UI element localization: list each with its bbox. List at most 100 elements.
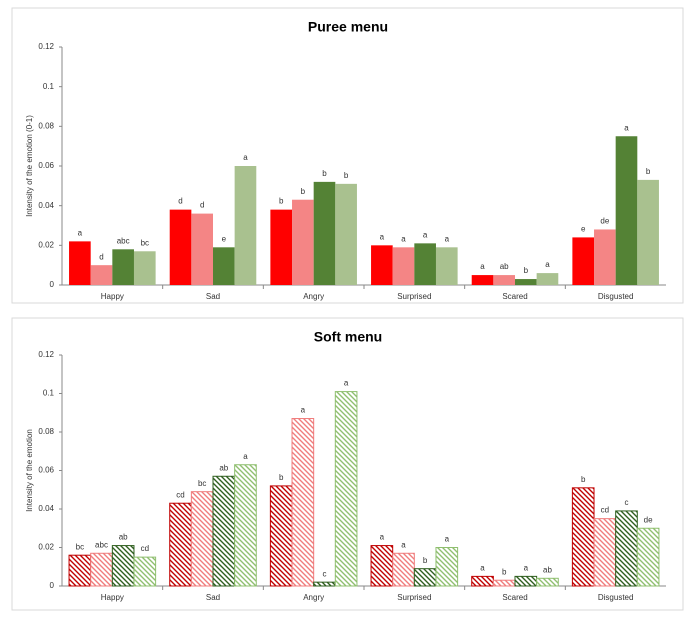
bar-letter: c [624,498,628,507]
bar-letter: a [423,230,428,239]
bar-letter: a [524,563,529,572]
y-tick-label: 0.06 [38,466,54,475]
bar-letter: b [423,556,428,565]
x-tick-label: Happy [101,593,124,602]
bar [212,475,236,587]
bar-letter: ab [543,565,552,574]
y-tick-label: 0.02 [38,543,54,552]
bar [371,245,393,285]
bar-letter: d [178,197,182,206]
bar [492,579,516,587]
bar-letter: a [445,535,450,544]
bar-letter: bc [198,479,206,488]
bar [133,251,156,285]
bar [615,510,638,587]
bar [291,418,315,587]
x-tick-label: Surprised [397,593,431,602]
y-tick-label: 0.06 [38,161,54,170]
bar [435,247,458,285]
bar [572,237,595,285]
chart-title: Puree menu [308,19,388,35]
bar [169,502,192,587]
y-tick-label: 0.08 [38,427,54,436]
bar [637,179,659,285]
x-tick-label: Disgusted [598,292,634,301]
bar [334,391,358,587]
bar [571,487,595,587]
bar-letter: b [322,169,327,178]
bar [111,545,135,587]
y-tick-label: 0.04 [38,201,54,210]
bar [169,209,192,285]
x-tick-label: Angry [303,292,324,301]
y-tick-label: 0.12 [38,350,54,359]
bar-letter: a [243,153,248,162]
y-tick-label: 0.1 [43,82,55,91]
bar-letter: abc [95,540,108,549]
bar-letter: ab [219,463,228,472]
bar [493,275,515,285]
bar-letter: a [78,228,83,237]
bar-letter: ab [500,262,509,271]
bar [435,547,459,587]
bar-letter: b [502,567,507,576]
bar [313,581,336,587]
bar [313,181,336,285]
bar [133,556,157,587]
bar [90,552,113,587]
y-tick-label: 0.1 [43,389,55,398]
bar-letter: a [624,123,629,132]
bar [213,247,235,285]
bar [68,554,92,587]
y-tick-label: 0.08 [38,121,54,130]
bar-letter: c [322,569,326,578]
bar-letter: a [480,262,485,271]
bar [536,273,559,285]
y-axis-label: Intensity of the emotion [25,429,34,512]
bar-letter: a [380,533,385,542]
bar-letter: b [581,475,586,484]
x-tick-label: Scared [502,292,527,301]
bar-letter: ab [119,533,128,542]
bar [370,545,394,587]
y-tick-label: 0.12 [38,42,54,51]
bar [414,243,436,285]
bar [69,241,91,285]
bar [191,213,213,285]
bar-letter: a [480,563,485,572]
bar-letter: de [600,217,609,226]
bar [615,136,638,285]
bar-letter: bc [76,542,84,551]
bar-letter: cd [601,506,609,515]
bar-letter: de [644,515,653,524]
x-tick-label: Scared [502,593,527,602]
bar [112,249,134,285]
bar [636,527,660,587]
bar-letter: b [279,197,284,206]
chart-title: Soft menu [314,329,382,345]
y-tick-label: 0.02 [38,240,54,249]
bar [90,265,113,285]
y-tick-label: 0 [50,581,55,590]
bar [392,247,415,285]
bar [392,552,415,587]
bar [514,575,538,587]
y-tick-label: 0.04 [38,504,54,513]
x-tick-label: Surprised [397,292,431,301]
bar [594,229,616,285]
bar-letter: a [243,452,248,461]
bar [234,464,257,587]
bar-letter: abc [117,236,130,245]
bar-letter: a [344,379,349,388]
bar-letter: a [380,232,385,241]
bar-letter: e [581,225,586,234]
bar-letter: a [545,260,550,269]
y-axis-label: Intensity of the emotion (0-1) [25,115,34,217]
bar [234,166,257,285]
y-tick-label: 0 [50,280,55,289]
bar [335,183,357,285]
bar-letter: b [524,266,529,275]
bar [292,199,314,285]
bar-letter: d [200,201,204,210]
